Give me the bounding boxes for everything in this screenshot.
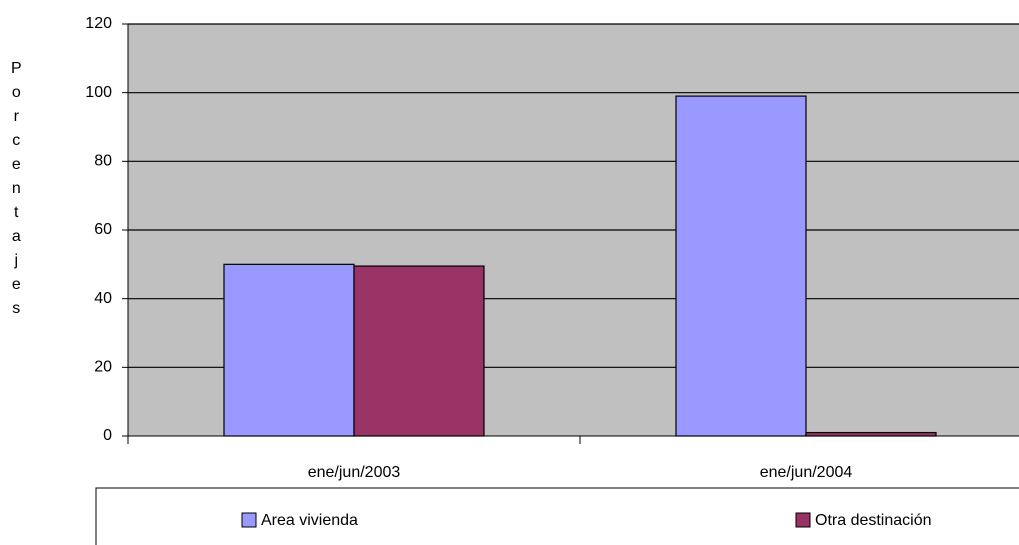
y-tick-label: 20 xyxy=(94,359,112,376)
bar xyxy=(675,95,807,437)
y-tick-label: 40 xyxy=(94,290,112,307)
y-tick-label: 60 xyxy=(94,221,112,238)
legend-box xyxy=(95,487,1019,545)
bar xyxy=(805,431,937,437)
bar xyxy=(353,265,485,437)
x-tick-label: ene/jun/2003 xyxy=(308,464,401,481)
x-tick-label: ene/jun/2004 xyxy=(760,464,853,481)
legend-swatch xyxy=(795,512,811,528)
bar xyxy=(223,263,355,437)
legend-swatch xyxy=(241,512,257,528)
y-tick-label: 0 xyxy=(103,427,112,444)
legend-label: Area vivienda xyxy=(261,512,358,529)
y-axis-label: Porcentajes xyxy=(8,60,25,324)
y-tick-label: 100 xyxy=(85,84,112,101)
legend-label: Otra destinación xyxy=(815,512,932,529)
y-tick-label: 120 xyxy=(85,15,112,32)
y-tick-label: 80 xyxy=(94,153,112,170)
